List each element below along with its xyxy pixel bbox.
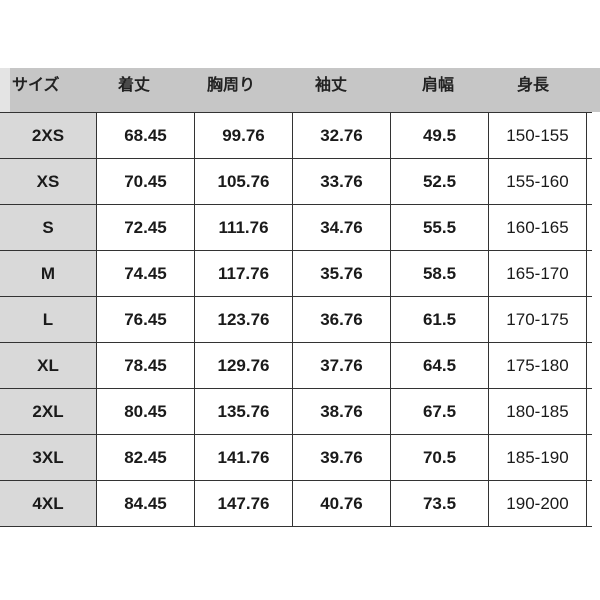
cell-chest: 129.76 xyxy=(194,342,293,389)
cell-height: 180-185 xyxy=(488,388,587,435)
cell-length: 84.45 xyxy=(96,480,195,527)
cell-shoulder: 49.5 xyxy=(390,112,489,159)
cell-edge xyxy=(586,112,592,159)
cell-size: 3XL xyxy=(0,434,97,481)
cell-size: 2XL xyxy=(0,388,97,435)
cell-length: 68.45 xyxy=(96,112,195,159)
cell-chest: 111.76 xyxy=(194,204,293,251)
cell-edge xyxy=(586,342,592,389)
header-chest: 胸周り xyxy=(207,75,256,94)
cell-size: 2XS xyxy=(0,112,97,159)
cell-sleeve: 37.76 xyxy=(292,342,391,389)
cell-sleeve: 35.76 xyxy=(292,250,391,297)
cell-edge xyxy=(586,250,592,297)
cell-length: 76.45 xyxy=(96,296,195,343)
size-table: 2XS 68.45 99.76 32.76 49.5 150-155 XS 70.45 105.… xyxy=(0,112,592,527)
cell-chest: 135.76 xyxy=(194,388,293,435)
cell-chest: 123.76 xyxy=(194,296,293,343)
cell-edge xyxy=(586,480,592,527)
cell-edge xyxy=(586,434,592,481)
cell-height: 150-155 xyxy=(488,112,587,159)
header-shoulder: 肩幅 xyxy=(422,75,455,94)
cell-height: 190-200 xyxy=(488,480,587,527)
cell-size: S xyxy=(0,204,97,251)
cell-sleeve: 40.76 xyxy=(292,480,391,527)
cell-shoulder: 58.5 xyxy=(390,250,489,297)
table-header xyxy=(10,68,600,112)
cell-shoulder: 70.5 xyxy=(390,434,489,481)
cell-sleeve: 33.76 xyxy=(292,158,391,205)
table-row: 3XL 82.45 141.76 39.76 70.5 185-190 xyxy=(0,434,592,481)
cell-sleeve: 39.76 xyxy=(292,434,391,481)
table-row: M 74.45 117.76 35.76 58.5 165-170 xyxy=(0,250,592,297)
cell-chest: 105.76 xyxy=(194,158,293,205)
cell-size: 4XL xyxy=(0,480,97,527)
cell-edge xyxy=(586,296,592,343)
header-length: 着丈 xyxy=(118,75,151,94)
cell-shoulder: 64.5 xyxy=(390,342,489,389)
cell-chest: 147.76 xyxy=(194,480,293,527)
cell-edge xyxy=(586,204,592,251)
cell-shoulder: 55.5 xyxy=(390,204,489,251)
table-row: L 76.45 123.76 36.76 61.5 170-175 xyxy=(0,296,592,343)
cell-length: 78.45 xyxy=(96,342,195,389)
cell-sleeve: 34.76 xyxy=(292,204,391,251)
cell-height: 175-180 xyxy=(488,342,587,389)
cell-length: 70.45 xyxy=(96,158,195,205)
cell-length: 80.45 xyxy=(96,388,195,435)
cell-shoulder: 52.5 xyxy=(390,158,489,205)
table-row: 2XS 68.45 99.76 32.76 49.5 150-155 xyxy=(0,112,592,159)
cell-sleeve: 32.76 xyxy=(292,112,391,159)
cell-chest: 117.76 xyxy=(194,250,293,297)
table-row: S 72.45 111.76 34.76 55.5 160-165 xyxy=(0,204,592,251)
header-size: サイズ xyxy=(12,75,60,94)
cell-shoulder: 67.5 xyxy=(390,388,489,435)
table-row: XS 70.45 105.76 33.76 52.5 155-160 xyxy=(0,158,592,205)
header-sleeve: 袖丈 xyxy=(315,75,348,94)
cell-chest: 141.76 xyxy=(194,434,293,481)
cell-sleeve: 36.76 xyxy=(292,296,391,343)
table-row: XL 78.45 129.76 37.76 64.5 175-180 xyxy=(0,342,592,389)
cell-shoulder: 73.5 xyxy=(390,480,489,527)
header-height: 身長 xyxy=(517,75,550,94)
cell-size: XL xyxy=(0,342,97,389)
table-row: 4XL 84.45 147.76 40.76 73.5 190-200 xyxy=(0,480,592,527)
cell-length: 74.45 xyxy=(96,250,195,297)
cell-edge xyxy=(586,388,592,435)
table-row: 2XL 80.45 135.76 38.76 67.5 180-185 xyxy=(0,388,592,435)
cell-sleeve: 38.76 xyxy=(292,388,391,435)
cell-chest: 99.76 xyxy=(194,112,293,159)
cell-height: 170-175 xyxy=(488,296,587,343)
cell-size: L xyxy=(0,296,97,343)
cell-length: 82.45 xyxy=(96,434,195,481)
cell-size: M xyxy=(0,250,97,297)
cell-height: 185-190 xyxy=(488,434,587,481)
cell-height: 155-160 xyxy=(488,158,587,205)
cell-height: 165-170 xyxy=(488,250,587,297)
cell-height: 160-165 xyxy=(488,204,587,251)
header-left-margin xyxy=(0,68,10,112)
cell-edge xyxy=(586,158,592,205)
cell-shoulder: 61.5 xyxy=(390,296,489,343)
cell-length: 72.45 xyxy=(96,204,195,251)
cell-size: XS xyxy=(0,158,97,205)
